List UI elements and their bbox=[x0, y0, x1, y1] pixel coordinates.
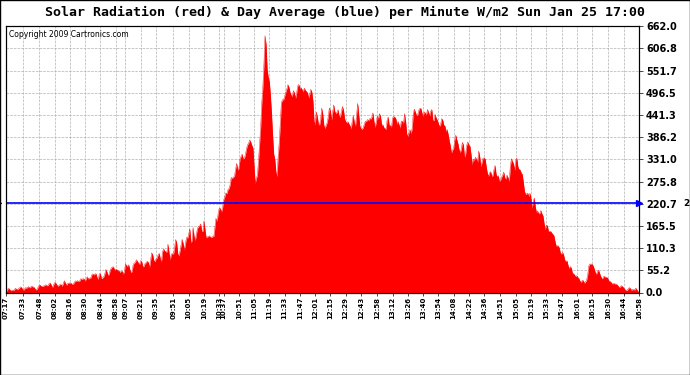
Text: 221.51: 221.51 bbox=[683, 199, 690, 208]
Text: 221.51: 221.51 bbox=[0, 186, 2, 221]
Text: Copyright 2009 Cartronics.com: Copyright 2009 Cartronics.com bbox=[9, 30, 128, 39]
Text: Solar Radiation (red) & Day Average (blue) per Minute W/m2 Sun Jan 25 17:00: Solar Radiation (red) & Day Average (blu… bbox=[45, 6, 645, 19]
